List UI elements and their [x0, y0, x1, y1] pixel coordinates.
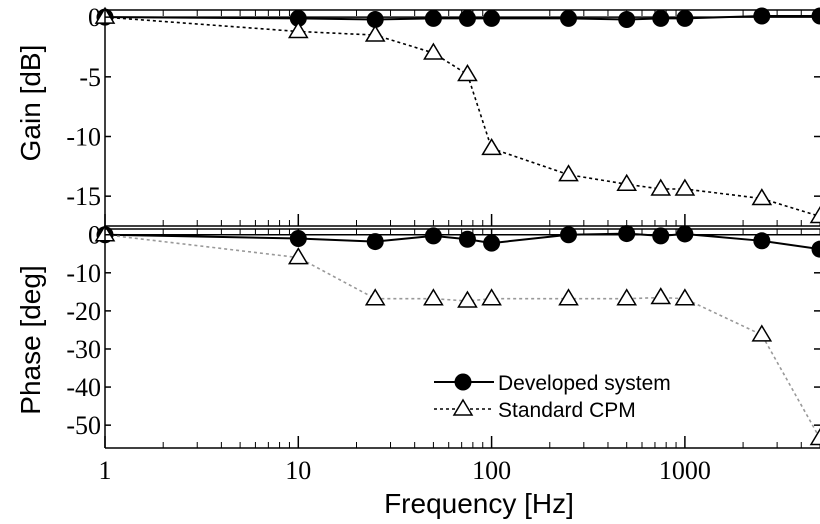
gain-point-developed-system	[424, 9, 442, 27]
phase-point-developed-system	[289, 230, 307, 248]
gain-y-tick-label: 0	[88, 3, 101, 32]
phase-point-standard-cpm	[457, 290, 478, 308]
phase-point-standard-cpm	[481, 288, 502, 306]
phase-point-developed-system	[366, 233, 384, 251]
phase-y-axis-title: Phase [deg]	[15, 265, 46, 414]
gain-point-standard-cpm	[481, 137, 502, 156]
gain-line-standard-cpm	[104, 16, 820, 218]
phase-point-standard-cpm	[650, 287, 672, 305]
phase-y-tick-label: -20	[66, 297, 101, 326]
phase-point-standard-cpm	[423, 288, 444, 306]
phase-y-tick-label: -30	[66, 335, 101, 364]
phase-y-tick-label: -40	[66, 373, 101, 402]
legend: Developed system Standard CPM	[434, 372, 671, 422]
gain-point-developed-system	[560, 9, 578, 27]
gain-point-developed-system	[811, 7, 820, 25]
phase-point-standard-cpm	[674, 288, 696, 306]
phase-point-standard-cpm	[558, 288, 579, 306]
gain-point-developed-system	[458, 9, 476, 27]
gain-point-developed-system	[366, 11, 384, 29]
axes-frame	[104, 9, 820, 449]
gain-series-markers	[94, 6, 820, 224]
phase-point-developed-system	[753, 232, 771, 250]
phase-point-developed-system	[424, 227, 442, 245]
gain-point-standard-cpm	[616, 173, 638, 191]
gain-point-standard-cpm	[287, 21, 309, 39]
phase-point-developed-system	[652, 227, 670, 245]
phase-y-tick-labels: 0 -10 -20 -30 -40 -50	[66, 221, 101, 440]
phase-y-tick-label: -50	[66, 411, 101, 440]
gain-point-developed-system	[618, 11, 636, 29]
gain-point-standard-cpm	[650, 178, 672, 196]
gain-point-developed-system	[676, 9, 694, 27]
x-tick-label: 1	[99, 456, 112, 485]
gain-y-axis-title: Gain [dB]	[15, 45, 46, 162]
gain-point-developed-system	[483, 9, 501, 27]
legend-label-standard: Standard CPM	[498, 399, 636, 422]
gain-panel: 0 -5 -10 -15	[66, 3, 820, 226]
gain-point-standard-cpm	[558, 164, 579, 182]
x-tick-labels: 1 10 100 1000	[99, 456, 711, 485]
gain-tick-marks	[104, 10, 820, 226]
phase-point-developed-system	[458, 230, 476, 248]
gain-point-standard-cpm	[364, 24, 386, 42]
phase-point-standard-cpm	[751, 324, 773, 342]
gain-point-developed-system	[753, 7, 771, 25]
gain-y-tick-label: -5	[79, 63, 101, 92]
gain-series-lines	[104, 14, 820, 218]
phase-point-standard-cpm	[364, 288, 386, 306]
phase-y-tick-label: -10	[66, 259, 101, 288]
phase-point-developed-system	[676, 225, 694, 243]
gain-point-standard-cpm	[751, 188, 773, 206]
x-tick-label: 10	[285, 456, 311, 485]
gain-point-standard-cpm	[457, 63, 478, 82]
gain-point-standard-cpm	[809, 205, 820, 224]
gain-line-developed-system	[104, 14, 820, 21]
gain-point-developed-system	[652, 9, 670, 27]
phase-point-standard-cpm	[616, 288, 638, 306]
gain-point-standard-cpm	[674, 178, 696, 196]
gain-point-standard-cpm	[423, 42, 444, 60]
legend-marker-standard	[452, 398, 474, 416]
phase-panel: 0 -10 -20 -30 -40 -50	[66, 221, 820, 448]
x-tick-label: 100	[472, 456, 511, 485]
gain-y-tick-label: -15	[66, 182, 101, 211]
x-axis-title: Frequency [Hz]	[384, 488, 574, 519]
phase-point-developed-system	[811, 240, 820, 258]
phase-y-tick-label: 0	[88, 221, 101, 250]
phase-point-developed-system	[618, 225, 636, 243]
legend-label-developed: Developed system	[498, 372, 671, 395]
phase-point-standard-cpm	[287, 247, 309, 265]
phase-point-developed-system	[483, 234, 501, 252]
x-tick-label: 1000	[659, 456, 711, 485]
gain-y-tick-labels: 0 -5 -10 -15	[66, 3, 101, 211]
gain-point-developed-system	[289, 9, 307, 27]
gain-y-tick-label: -10	[66, 122, 101, 151]
legend-marker-developed	[454, 373, 472, 391]
phase-point-standard-cpm	[809, 428, 820, 446]
